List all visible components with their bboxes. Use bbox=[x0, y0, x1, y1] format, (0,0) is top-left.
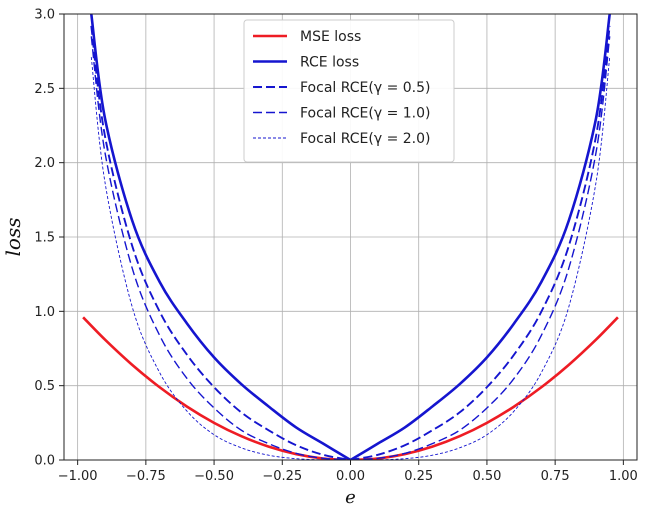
legend-label: RCE loss bbox=[300, 55, 359, 71]
series-line bbox=[90, 36, 611, 460]
y-axis-label: loss bbox=[1, 218, 25, 257]
series-line bbox=[90, 14, 611, 460]
legend-label: Focal RCE(γ = 0.5) bbox=[300, 80, 431, 96]
legend: MSE loss RCE loss Focal RCE(γ = 0.5) Focal … bbox=[243, 19, 455, 163]
x-tick-label: 1.00 bbox=[609, 469, 638, 484]
y-tick-label: 2.0 bbox=[34, 156, 55, 171]
x-tick-label: 0.50 bbox=[472, 469, 501, 484]
y-tick-label: 1.5 bbox=[34, 231, 55, 246]
x-tick-label: −1.00 bbox=[58, 469, 98, 484]
legend-label: Focal RCE(γ = 1.0) bbox=[300, 106, 431, 122]
x-tick-label: −0.50 bbox=[194, 469, 234, 484]
y-tick-label: 1.0 bbox=[34, 305, 55, 320]
x-tick-label: 0.00 bbox=[336, 469, 365, 484]
x-tick-label: 0.75 bbox=[541, 469, 570, 484]
y-tick-label: 0.5 bbox=[34, 379, 55, 394]
series-line bbox=[90, 57, 611, 460]
series-line bbox=[90, 25, 611, 460]
axis-ticks: −1.00 −0.75 −0.50 −0.25 0.00 0.25 0.50 0.75 1.00… bbox=[34, 8, 638, 485]
legend-label: Focal RCE(γ = 2.0) bbox=[300, 131, 431, 147]
series-lines bbox=[82, 14, 619, 460]
legend-entries: MSE loss RCE loss Focal RCE(γ = 0.5) Focal … bbox=[253, 29, 431, 147]
y-tick-label: 0.0 bbox=[34, 454, 55, 469]
x-tick-label: −0.75 bbox=[126, 469, 166, 484]
x-tick-label: −0.25 bbox=[262, 469, 302, 484]
legend-label: MSE loss bbox=[300, 29, 361, 45]
x-axis-label: e bbox=[345, 487, 356, 508]
y-tick-label: 3.0 bbox=[34, 8, 55, 23]
x-tick-label: 0.25 bbox=[404, 469, 433, 484]
legend-box bbox=[243, 19, 455, 163]
y-tick-label: 2.5 bbox=[34, 82, 55, 97]
